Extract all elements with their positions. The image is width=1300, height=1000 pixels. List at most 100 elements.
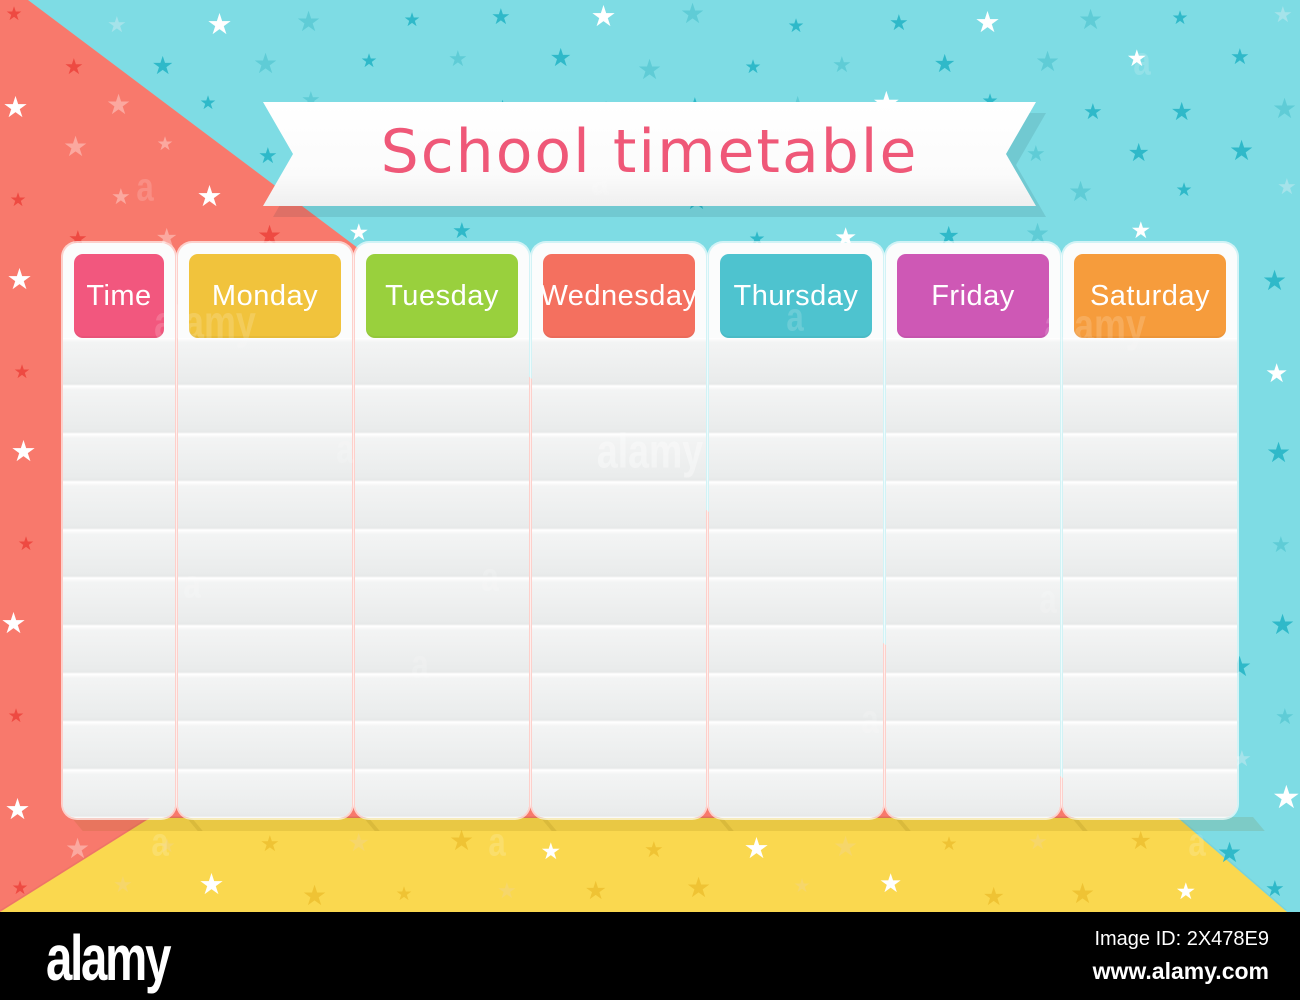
timetable-rows	[532, 338, 706, 818]
timetable-rows	[178, 338, 352, 818]
day-header: Thursday	[720, 254, 872, 338]
title-ribbon: School timetable	[263, 102, 1036, 206]
day-header: Time	[74, 254, 164, 338]
star-icon: ★	[644, 837, 664, 863]
star-icon: ★	[199, 91, 217, 114]
star-icon: ★	[107, 13, 127, 38]
day-column-friday: Friday	[886, 243, 1088, 831]
star-icon: ★	[787, 14, 805, 37]
star-icon: ★	[11, 876, 29, 899]
day-header: Wednesday	[540, 254, 698, 338]
day-column-time: Time	[63, 243, 203, 831]
star-icon: ★	[2, 89, 29, 124]
card-shadow	[71, 817, 203, 831]
star-icon: ★	[1270, 608, 1296, 641]
timetable-rows	[355, 338, 529, 818]
star-icon: ★	[111, 185, 131, 210]
star-icon: ★	[9, 188, 27, 211]
day-column-monday: Monday	[178, 243, 380, 831]
title-ribbon-wrap: School timetable	[263, 102, 1036, 206]
star-icon: ★	[982, 881, 1005, 911]
poster-title: School timetable	[380, 117, 919, 187]
star-icon: ★	[403, 8, 421, 31]
star-icon: ★	[937, 221, 960, 250]
star-icon: ★	[0, 605, 27, 640]
star-icon: ★	[63, 129, 89, 163]
star-icon: ★	[1275, 705, 1295, 730]
star-icon: ★	[1170, 96, 1193, 126]
star-icon: ★	[347, 828, 370, 857]
card-shadow	[186, 817, 380, 831]
star-icon: ★	[590, 0, 617, 33]
star-icon: ★	[1217, 835, 1243, 869]
star-icon: ★	[1070, 877, 1096, 910]
star-icon: ★	[6, 261, 33, 296]
day-label: Tuesday	[385, 279, 499, 312]
card-shadow	[540, 817, 734, 831]
star-icon: ★	[65, 831, 91, 865]
star-icon: ★	[10, 433, 37, 468]
star-icon: ★	[1068, 175, 1094, 208]
star-icon: ★	[549, 43, 572, 72]
alamy-logo: alamy	[46, 922, 171, 994]
star-icon: ★	[1277, 175, 1297, 200]
star-icon: ★	[1265, 877, 1285, 902]
star-icon: ★	[106, 88, 132, 121]
day-label: Thursday	[733, 279, 859, 312]
star-icon: ★	[1129, 826, 1152, 855]
star-icon: ★	[452, 218, 472, 244]
star-icon: ★	[1175, 178, 1193, 201]
star-icon: ★	[7, 704, 25, 727]
star-icon: ★	[64, 54, 84, 80]
footer-bar: alamy Image ID: 2X478E9 www.alamy.com	[0, 912, 1300, 1000]
star-icon: ★	[889, 11, 909, 36]
star-icon: ★	[151, 51, 174, 80]
star-icon: ★	[491, 5, 511, 30]
star-icon: ★	[879, 869, 903, 899]
star-icon: ★	[1126, 46, 1148, 72]
star-icon: ★	[933, 49, 956, 78]
star-icon: ★	[832, 52, 852, 78]
star-icon: ★	[833, 829, 859, 863]
website-text: www.alamy.com	[1092, 958, 1269, 984]
star-icon: ★	[1026, 141, 1046, 167]
day-column-wednesday: Wednesday	[532, 243, 734, 831]
card-shadow	[894, 817, 1088, 831]
timetable-rows	[63, 338, 175, 818]
star-icon: ★	[1273, 3, 1293, 28]
star-icon: ★	[17, 532, 35, 555]
star-icon: ★	[4, 791, 31, 826]
star-icon: ★	[113, 873, 133, 898]
day-label: Monday	[211, 279, 319, 312]
star-icon: ★	[940, 833, 958, 855]
star-icon: ★	[497, 879, 517, 904]
star-icon: ★	[1083, 100, 1103, 125]
star-icon: ★	[158, 835, 176, 857]
star-icon: ★	[253, 46, 279, 80]
star-icon: ★	[1271, 533, 1291, 558]
day-header: Monday	[189, 254, 341, 338]
star-icon: ★	[1028, 829, 1048, 855]
image-id-text: Image ID: 2X478E9	[1094, 928, 1269, 950]
day-label: Time	[86, 279, 152, 312]
day-column-thursday: Thursday	[709, 243, 911, 831]
star-icon: ★	[13, 360, 31, 383]
day-column-saturday: Saturday	[1063, 243, 1265, 831]
star-icon: ★	[1035, 44, 1061, 78]
star-icon: ★	[258, 143, 278, 169]
star-icon: ★	[296, 5, 322, 38]
star-icon: ★	[793, 874, 811, 897]
star-icon: ★	[974, 4, 1001, 39]
star-icon: ★	[1078, 3, 1104, 36]
star-icon: ★	[156, 133, 174, 155]
star-icon: ★	[302, 879, 328, 912]
card-shadow	[363, 817, 557, 831]
star-icon: ★	[448, 46, 468, 72]
day-label: Wednesday	[540, 279, 698, 312]
star-icon: ★	[5, 2, 23, 25]
